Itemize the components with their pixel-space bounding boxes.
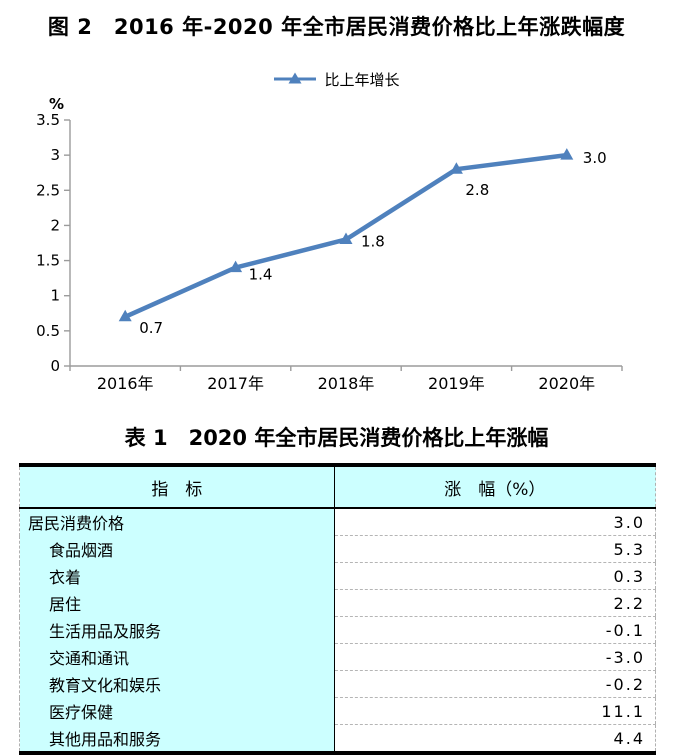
chart-legend: 比上年增长 bbox=[0, 70, 673, 89]
x-tick-label: 2016年 bbox=[97, 374, 154, 393]
legend-label: 比上年增长 bbox=[324, 70, 400, 89]
data-point-marker bbox=[339, 232, 353, 244]
table-row: 交通和通讯 -3.0 bbox=[19, 643, 656, 671]
x-tick-label: 2019年 bbox=[428, 374, 485, 393]
table-row: 其他用品和服务 4.4 bbox=[19, 724, 656, 753]
value-cell: 3.0 bbox=[334, 508, 656, 536]
data-point-marker bbox=[229, 260, 243, 273]
value-cell: -3.0 bbox=[334, 643, 656, 671]
table-row: 居住 2.2 bbox=[19, 589, 656, 617]
x-tick-label: 2018年 bbox=[318, 374, 375, 393]
value-cell: -0.2 bbox=[334, 670, 656, 698]
indicator-cell: 居住 bbox=[19, 589, 335, 617]
value-cell: 4.4 bbox=[334, 724, 656, 753]
y-tick-label: 1 bbox=[50, 287, 60, 305]
y-tick-label: 0 bbox=[50, 357, 60, 375]
indicator-cell: 衣着 bbox=[19, 562, 335, 590]
table-row: 教育文化和娱乐 -0.2 bbox=[19, 670, 656, 698]
y-tick-label: 0.5 bbox=[36, 322, 60, 340]
value-cell: -0.1 bbox=[334, 616, 656, 644]
data-point-marker bbox=[560, 148, 574, 160]
indicator-cell: 食品烟酒 bbox=[19, 535, 335, 563]
table-row: 居民消费价格 3.0 bbox=[19, 508, 656, 536]
table-title: 表 1 2020 年全市居民消费价格比上年涨幅 bbox=[124, 426, 549, 450]
indicator-cell: 生活用品及服务 bbox=[19, 616, 335, 644]
y-tick-label: 3.5 bbox=[36, 111, 60, 129]
table-row: 医疗保健 11.1 bbox=[19, 697, 656, 725]
column-header-indicator: 指 标 bbox=[19, 465, 335, 509]
data-label: 0.7 bbox=[139, 319, 163, 337]
value-cell: 2.2 bbox=[334, 589, 656, 617]
indicator-cell: 教育文化和娱乐 bbox=[19, 670, 335, 698]
y-axis-unit: % bbox=[49, 95, 64, 113]
y-tick-label: 1.5 bbox=[36, 252, 60, 270]
data-point-marker bbox=[118, 309, 132, 322]
cpi-table: 指 标 涨 幅（%） 居民消费价格 3.0 食品烟酒 5.3 衣着 0.3 居住 2.2 生活用… bbox=[19, 463, 656, 755]
table-row: 衣着 0.3 bbox=[19, 562, 656, 590]
y-tick-label: 2 bbox=[50, 216, 60, 234]
y-tick-label: 3 bbox=[50, 146, 60, 164]
table-header-row: 指 标 涨 幅（%） bbox=[19, 465, 656, 509]
table-row: 生活用品及服务 -0.1 bbox=[19, 616, 656, 644]
data-label: 2.8 bbox=[465, 181, 489, 199]
indicator-cell: 交通和通讯 bbox=[19, 643, 335, 671]
column-header-change: 涨 幅（%） bbox=[334, 465, 656, 509]
value-cell: 5.3 bbox=[334, 535, 656, 563]
indicator-cell: 居民消费价格 bbox=[19, 508, 335, 536]
x-tick-label: 2017年 bbox=[207, 374, 264, 393]
figure-title: 图 2 2016 年-2020 年全市居民消费价格比上年涨跌幅度 bbox=[47, 15, 626, 39]
indicator-cell: 医疗保健 bbox=[19, 697, 335, 725]
indicator-cell: 其他用品和服务 bbox=[19, 724, 335, 753]
line-marker-icon bbox=[274, 72, 317, 84]
data-label: 1.8 bbox=[361, 232, 385, 250]
data-label: 3.0 bbox=[583, 149, 607, 167]
x-tick-label: 2020年 bbox=[538, 374, 595, 393]
value-cell: 0.3 bbox=[334, 562, 656, 590]
y-tick-label: 2.5 bbox=[36, 181, 60, 199]
data-label: 1.4 bbox=[249, 266, 273, 284]
data-point-marker bbox=[449, 162, 463, 174]
cpi-line-chart: 0 0.5 1 1.5 2 2.5 3 3.5% 2016年 2017年 2018年 2019年 202… bbox=[36, 95, 623, 393]
value-cell: 11.1 bbox=[334, 697, 656, 725]
table-row: 食品烟酒 5.3 bbox=[19, 535, 656, 563]
